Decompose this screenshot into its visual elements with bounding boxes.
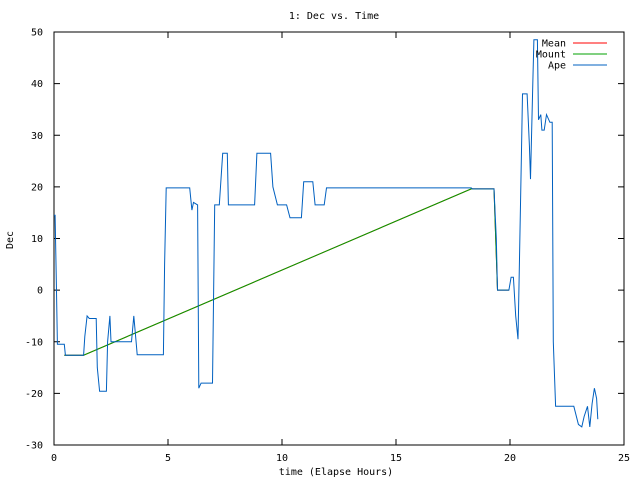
y-tick-label: -10 [25,337,43,348]
x-tick-label: 0 [51,453,57,464]
x-tick-label: 10 [276,453,288,464]
series-line-ape [54,39,599,428]
x-axis-label: time (Elapse Hours) [279,467,393,478]
y-axis-label: Dec [5,231,16,249]
x-tick-label: 20 [504,453,516,464]
x-tick-label: 25 [618,453,630,464]
x-tick-label: 15 [390,453,402,464]
series-line-mean [64,188,509,356]
chart-title: 1: Dec vs. Time [289,11,379,22]
y-tick-label: -30 [25,441,43,452]
y-tick-label: 50 [31,28,43,39]
y-tick-label: 20 [31,182,43,193]
y-tick-label: 30 [31,131,43,142]
axes: 0 5 10 15 20 25 -30 -20 -10 0 10 20 30 40 50 [25,28,630,465]
y-tick-label: 40 [31,79,43,90]
series-layer [54,39,599,428]
legend-label-ape: Ape [548,61,566,72]
legend-label-mount: Mount [536,50,566,61]
x-tick-label: 5 [165,453,171,464]
series-line-mount [64,188,509,356]
y-tick-label: 0 [37,286,43,297]
y-tick-label: 10 [31,234,43,245]
y-tick-label: -20 [25,389,43,400]
legend-label-mean: Mean [542,39,566,50]
